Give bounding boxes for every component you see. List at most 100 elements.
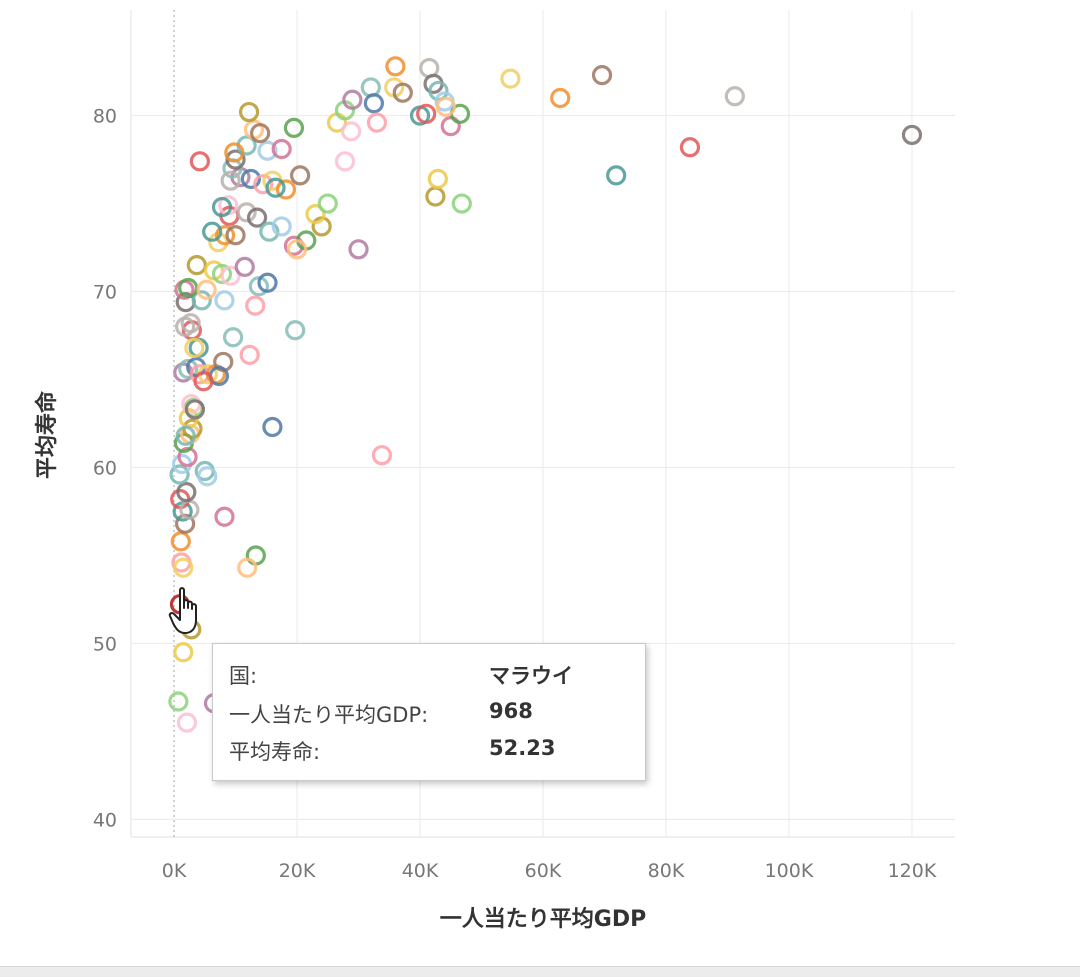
data-point[interactable] xyxy=(189,151,210,172)
data-point[interactable] xyxy=(176,712,198,733)
data-point[interactable] xyxy=(245,545,266,566)
data-point[interactable] xyxy=(257,272,278,293)
data-point[interactable] xyxy=(416,103,437,124)
data-point[interactable] xyxy=(246,207,268,228)
data-point[interactable] xyxy=(237,557,258,578)
data-point[interactable] xyxy=(342,89,363,110)
data-point[interactable] xyxy=(214,506,235,527)
data-point[interactable] xyxy=(224,142,245,163)
data-point[interactable] xyxy=(193,371,214,392)
data-point[interactable] xyxy=(317,193,338,214)
x-tick-label: 120K xyxy=(888,860,937,882)
tooltip: 国: マラウイ 一人当たり平均GDP: 968 平均寿命: 52.23 xyxy=(212,643,646,781)
y-axis-title: 平均寿命 xyxy=(34,390,60,479)
data-point[interactable] xyxy=(271,216,292,237)
data-point[interactable] xyxy=(259,221,280,242)
data-point[interactable] xyxy=(262,416,283,438)
data-point[interactable] xyxy=(451,193,472,214)
x-tick-label: 100K xyxy=(765,860,814,882)
data-point[interactable] xyxy=(170,531,191,552)
tooltip-label: 平均寿命: xyxy=(229,740,321,764)
data-point[interactable] xyxy=(348,239,369,260)
x-axis-title: 一人当たり平均GDP xyxy=(440,906,646,932)
data-point[interactable] xyxy=(169,464,190,485)
data-point[interactable] xyxy=(283,117,305,138)
data-point[interactable] xyxy=(901,124,923,146)
data-point[interactable] xyxy=(425,186,446,207)
data-point[interactable] xyxy=(191,290,212,311)
data-point[interactable] xyxy=(253,174,274,195)
data-point[interactable] xyxy=(214,225,236,246)
x-tick-label: 0K xyxy=(162,860,187,882)
data-point[interactable] xyxy=(591,65,613,86)
data-point[interactable] xyxy=(271,138,292,160)
data-point[interactable] xyxy=(245,295,266,316)
y-tick-label: 50 xyxy=(93,633,117,655)
data-point[interactable] xyxy=(177,446,198,468)
data-point[interactable] xyxy=(606,165,627,186)
data-point[interactable] xyxy=(222,327,244,348)
data-point[interactable] xyxy=(550,87,571,109)
data-point[interactable] xyxy=(178,277,199,299)
data-point[interactable] xyxy=(214,290,235,311)
data-point[interactable] xyxy=(225,149,246,170)
hand-pointer-cursor-icon xyxy=(168,587,197,634)
data-point[interactable] xyxy=(173,557,194,578)
data-point[interactable] xyxy=(265,177,286,198)
data-point[interactable] xyxy=(168,691,189,712)
tooltip-value: マラウイ xyxy=(489,664,573,688)
tooltip-value: 968 xyxy=(489,699,533,723)
data-point[interactable] xyxy=(341,121,362,142)
data-point[interactable] xyxy=(184,399,206,420)
y-tick-label: 40 xyxy=(93,809,117,831)
data-point[interactable] xyxy=(392,82,413,103)
data-point[interactable] xyxy=(286,239,308,260)
data-point[interactable] xyxy=(225,225,246,246)
data-point[interactable] xyxy=(435,96,456,117)
data-point[interactable] xyxy=(283,235,305,256)
data-point[interactable] xyxy=(500,68,521,89)
data-point[interactable] xyxy=(385,56,406,77)
y-tick-label: 70 xyxy=(93,282,117,304)
data-point[interactable] xyxy=(250,123,271,144)
data-point[interactable] xyxy=(427,168,448,190)
data-point[interactable] xyxy=(211,263,233,285)
data-point[interactable] xyxy=(360,77,381,98)
data-point[interactable] xyxy=(257,140,278,161)
data-point[interactable] xyxy=(178,358,199,380)
x-tick-label: 60K xyxy=(525,860,562,882)
data-point[interactable] xyxy=(173,642,194,663)
data-point[interactable] xyxy=(371,445,392,466)
data-point[interactable] xyxy=(186,255,207,276)
data-point[interactable] xyxy=(184,337,205,358)
data-point[interactable] xyxy=(220,170,241,191)
data-point[interactable] xyxy=(236,202,257,223)
y-tick-label: 60 xyxy=(93,457,117,479)
data-point[interactable] xyxy=(285,320,306,341)
data-point[interactable] xyxy=(234,256,255,277)
data-point[interactable] xyxy=(290,165,311,186)
data-point[interactable] xyxy=(679,137,701,158)
bottom-status-bar xyxy=(0,966,1080,977)
data-point[interactable] xyxy=(202,221,223,242)
data-point[interactable] xyxy=(175,425,196,446)
data-point[interactable] xyxy=(180,313,201,334)
data-point[interactable] xyxy=(211,196,233,218)
data-point[interactable] xyxy=(196,279,217,300)
data-point[interactable] xyxy=(275,179,297,200)
y-tick-label: 80 xyxy=(93,106,117,128)
data-point[interactable] xyxy=(366,112,388,133)
data-point[interactable] xyxy=(176,482,197,503)
data-point[interactable] xyxy=(724,86,745,107)
data-points xyxy=(168,56,923,733)
data-point[interactable] xyxy=(238,101,260,123)
data-point[interactable] xyxy=(363,93,384,114)
data-point[interactable] xyxy=(220,265,241,286)
data-point[interactable] xyxy=(305,204,326,225)
data-point[interactable] xyxy=(240,168,262,190)
x-tick-label: 40K xyxy=(402,860,439,882)
data-point[interactable] xyxy=(197,466,218,487)
data-point[interactable] xyxy=(428,80,449,102)
data-point[interactable] xyxy=(334,151,356,172)
data-point[interactable] xyxy=(239,344,260,365)
